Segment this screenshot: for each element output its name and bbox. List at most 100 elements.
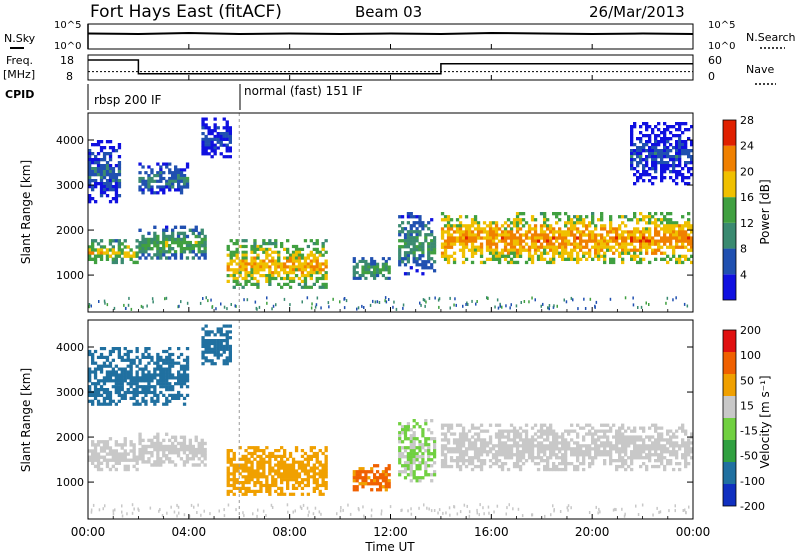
velocity-echo-cell (102, 347, 107, 351)
velocity-echo-cell (204, 344, 208, 348)
power-echo-cell (358, 259, 362, 263)
velocity-echo-cell (117, 452, 121, 456)
velocity-echo-cell (165, 361, 169, 365)
velocity-echo-cell (247, 486, 251, 490)
power-echo-cell (207, 126, 211, 130)
velocity-echo-cell (153, 402, 157, 406)
velocity-echo-cell (303, 466, 308, 470)
power-echo-cell (690, 173, 694, 177)
velocity-scatter-cell (442, 511, 444, 515)
velocity-scatter-cell (487, 505, 490, 509)
power-echo-cell (573, 215, 577, 219)
velocity-echo-cell (473, 453, 478, 457)
power-echo-cell (111, 260, 115, 265)
velocity-echo-cell (552, 435, 556, 439)
velocity-echo-cell (533, 456, 538, 460)
power-echo-cell (630, 161, 634, 165)
velocity-echo-cell (135, 373, 139, 377)
power-scatter-cell (230, 303, 232, 306)
velocity-echo-cell (286, 481, 290, 485)
power-echo-cell (530, 236, 535, 240)
velocity-echo-cell (132, 402, 136, 406)
power-echo-cell (633, 152, 637, 156)
power-echo-cell (503, 227, 508, 231)
velocity-scatter-cell (550, 513, 552, 517)
velocity-echo-cell (421, 443, 425, 447)
velocity-echo-cell (291, 463, 296, 467)
power-echo-cell (561, 257, 565, 261)
power-echo-cell (222, 143, 226, 147)
power-echo-cell (657, 245, 661, 249)
power-echo-cell (117, 242, 121, 246)
velocity-echo-cell (123, 455, 127, 459)
power-echo-cell (446, 254, 451, 258)
power-echo-cell (182, 237, 187, 242)
velocity-echo-cell (352, 488, 356, 492)
power-echo-cell (479, 236, 484, 240)
velocity-echo-cell (222, 333, 226, 337)
power-echo-cell (639, 140, 643, 144)
velocity-echo-cell (259, 454, 263, 458)
power-echo-cell (648, 149, 652, 153)
velocity-echo-cell (105, 373, 110, 377)
x-tick-label: 00:00 (71, 525, 106, 539)
power-echo-cell (321, 242, 325, 246)
power-echo-cell (467, 227, 472, 231)
power-echo-cell (666, 245, 670, 249)
velocity-echo-cell (219, 341, 223, 346)
velocity-echo-cell (268, 469, 272, 473)
power-echo-cell (600, 218, 604, 222)
velocity-echo-cell (582, 438, 586, 442)
power-echo-cell (412, 221, 416, 225)
power-echo-cell (188, 250, 192, 254)
velocity-scatter-cell (137, 507, 139, 511)
velocity-echo-cell (117, 461, 121, 465)
power-echo-cell (524, 221, 529, 225)
power-echo-cell (91, 248, 95, 252)
power-echo-cell (482, 260, 487, 265)
power-echo-cell (370, 257, 374, 261)
velocity-echo-cell (174, 376, 178, 380)
power-echo-cell (253, 271, 257, 275)
velocity-echo-cell (226, 466, 230, 470)
power-echo-cell (573, 257, 577, 261)
velocity-echo-cell (200, 438, 204, 443)
velocity-echo-cell (630, 429, 634, 433)
velocity-echo-cell (135, 402, 139, 406)
power-echo-cell (533, 224, 538, 228)
power-echo-cell (102, 146, 107, 150)
velocity-echo-cell (162, 460, 166, 464)
power-echo-cell (418, 254, 422, 258)
velocity-scatter-cell (188, 514, 191, 518)
velocity-echo-cell (512, 429, 517, 433)
power-echo-cell (642, 149, 646, 153)
velocity-echo-cell (123, 358, 127, 362)
velocity-echo-cell (418, 440, 422, 444)
velocity-echo-cell (153, 373, 157, 377)
velocity-echo-cell (153, 367, 157, 371)
power-echo-cell (491, 233, 496, 237)
power-echo-cell (232, 285, 236, 289)
velocity-echo-cell (500, 441, 505, 445)
power-scatter-cell (437, 298, 440, 302)
power-echo-cell (512, 239, 517, 243)
velocity-echo-cell (555, 447, 559, 451)
power-echo-cell (518, 227, 523, 231)
velocity-echo-cell (135, 382, 139, 386)
power-echo-cell (636, 137, 640, 141)
velocity-echo-cell (361, 467, 365, 471)
velocity-echo-cell (99, 367, 104, 371)
power-echo-cell (303, 256, 308, 260)
power-echo-cell (648, 230, 652, 234)
velocity-echo-cell (621, 456, 625, 460)
velocity-echo-cell (200, 444, 204, 449)
power-echo-cell (690, 227, 694, 231)
velocity-echo-cell (288, 472, 293, 476)
velocity-echo-cell (141, 396, 145, 400)
power-echo-cell (138, 176, 142, 181)
power-echo-cell (105, 185, 110, 189)
power-echo-cell (312, 247, 316, 251)
velocity-echo-cell (521, 462, 526, 466)
power-echo-cell (88, 257, 92, 261)
velocity-scatter-cell (299, 505, 302, 509)
